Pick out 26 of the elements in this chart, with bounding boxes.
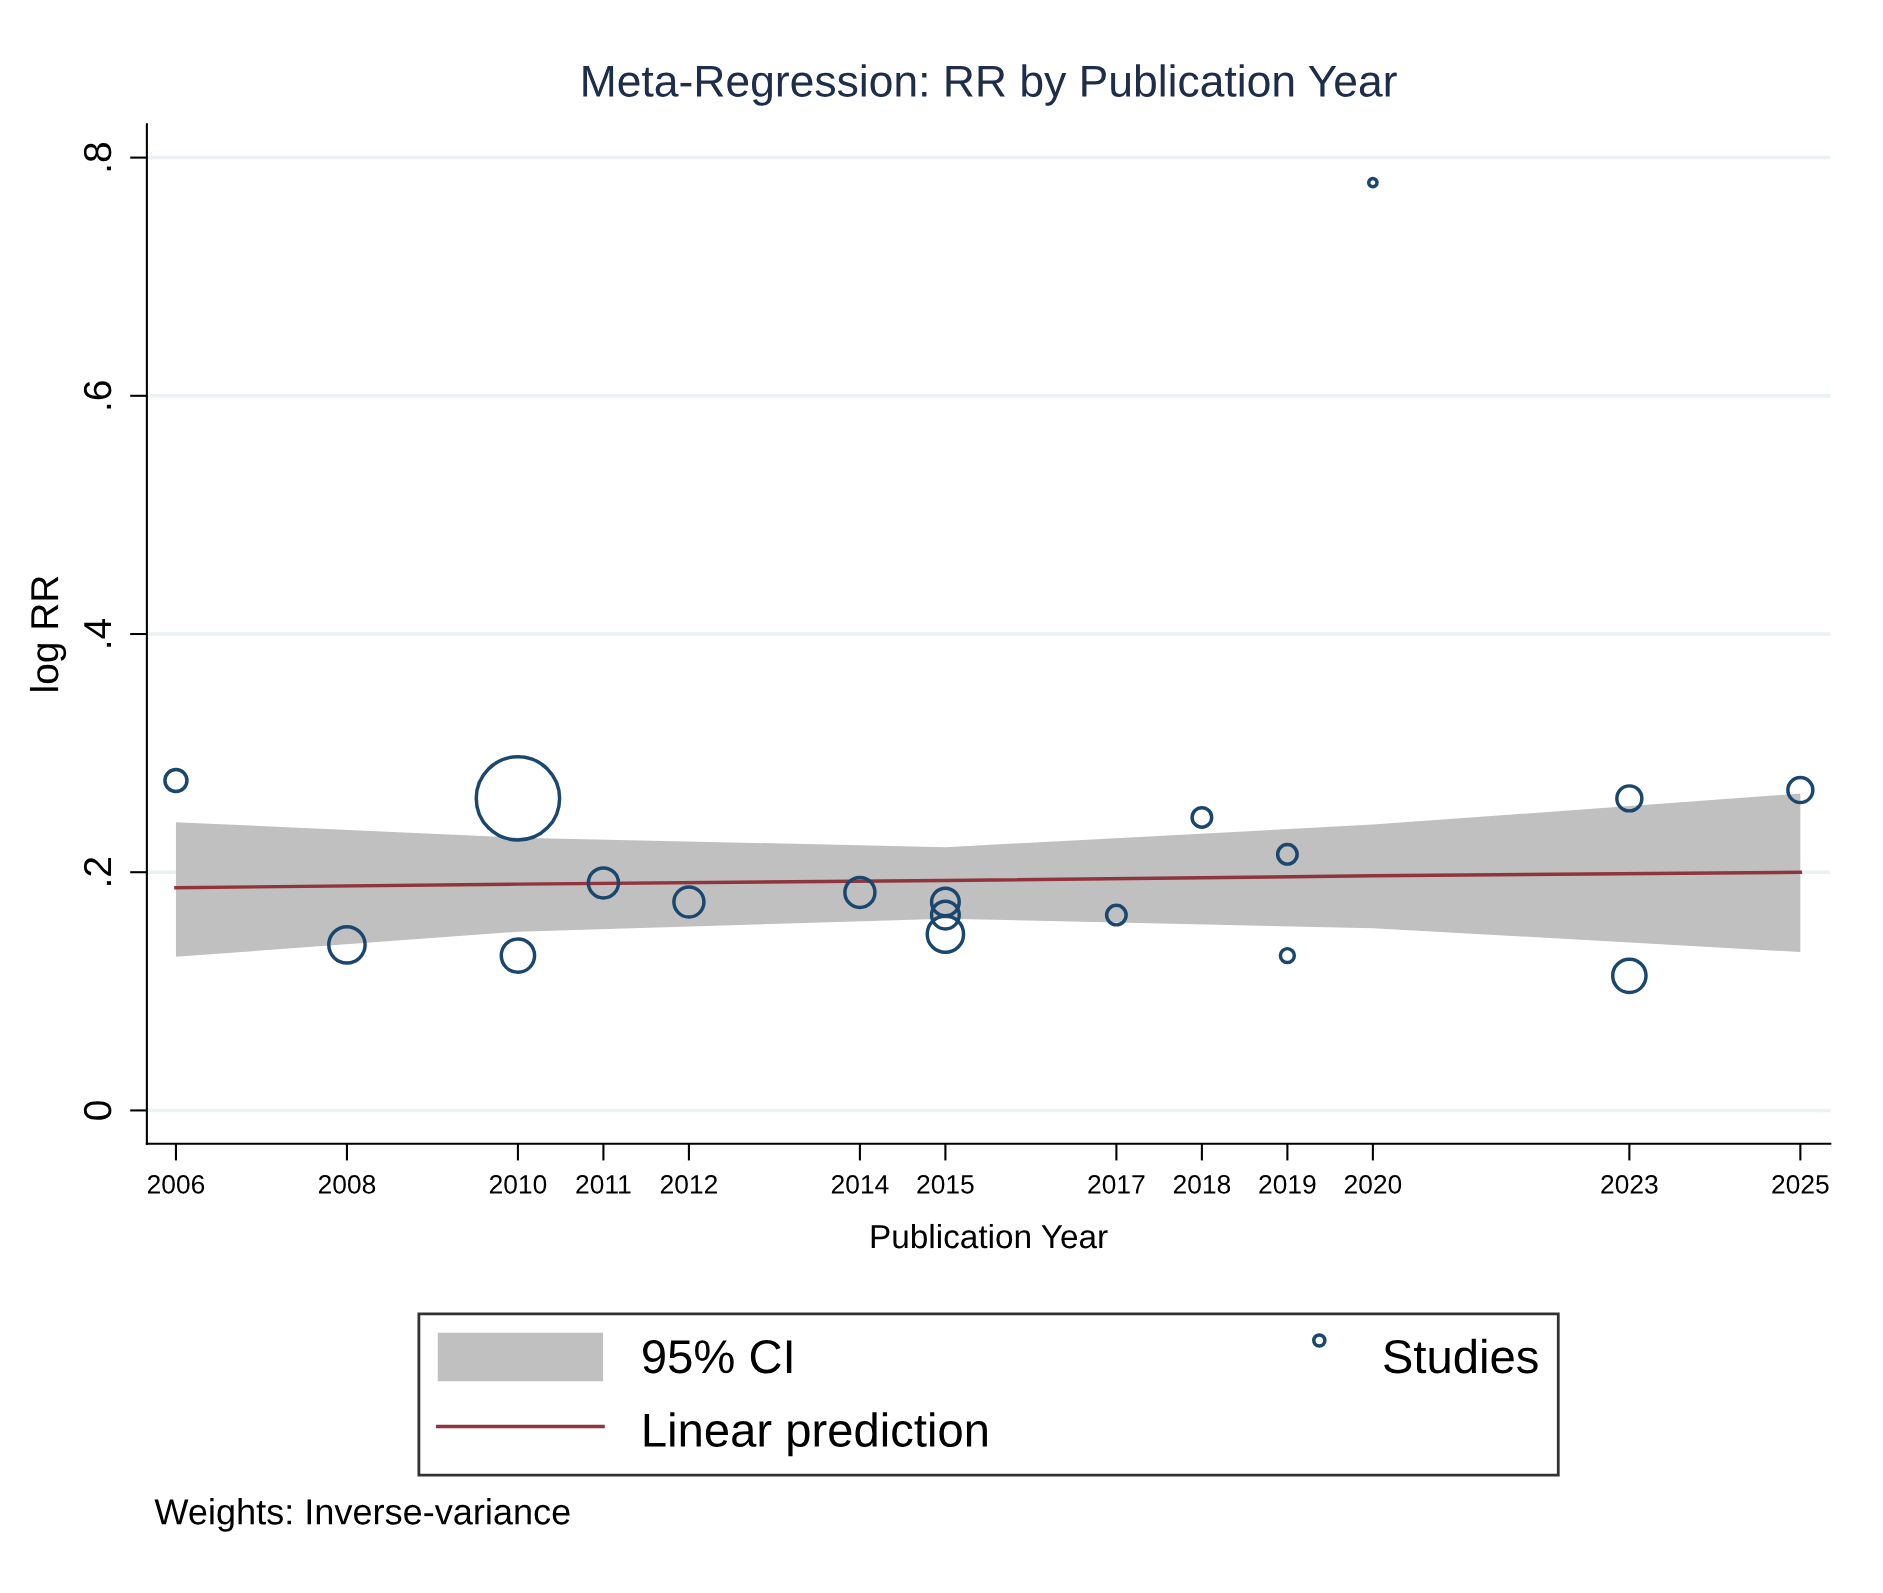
y-axis-title: log RR bbox=[29, 576, 67, 691]
y-tick-label: .6 bbox=[83, 381, 112, 409]
x-tick-label: 2012 bbox=[660, 1175, 717, 1194]
x-tick-label: 2011 bbox=[576, 1175, 631, 1194]
line-series bbox=[174, 870, 1803, 890]
x-tick-label: 2017 bbox=[1088, 1175, 1145, 1194]
x-tick-label: 2010 bbox=[489, 1175, 547, 1194]
x-tick-label: 2018 bbox=[1173, 1175, 1231, 1194]
text: Weights: Inverse-variance bbox=[154, 1498, 570, 1532]
y-tick-label: .2 bbox=[83, 857, 112, 885]
x-axis-title: Publication Year bbox=[871, 1223, 1108, 1249]
y-tick-label: 0 bbox=[83, 1101, 112, 1120]
x-tick-label: 2020 bbox=[1344, 1175, 1402, 1194]
legend-label: Studies bbox=[1384, 1338, 1538, 1374]
legend-label: Linear prediction bbox=[644, 1412, 987, 1457]
y-tick-label: .4 bbox=[84, 618, 112, 647]
text: 95% CI bbox=[643, 1339, 792, 1374]
x-tick-label: 2008 bbox=[318, 1175, 376, 1194]
x-tick-label: 2025 bbox=[1772, 1175, 1829, 1194]
x-tick-label: 2014 bbox=[831, 1175, 889, 1194]
x-tick-label: 2006 bbox=[147, 1175, 205, 1194]
x-tick-label: 2019 bbox=[1259, 1175, 1316, 1194]
x-tick-label: 2023 bbox=[1601, 1175, 1658, 1194]
y-tick-label: .8 bbox=[83, 143, 112, 171]
chart-title: Meta-Regression: RR by Publication Year bbox=[583, 64, 1397, 106]
x-tick-label: 2015 bbox=[917, 1175, 974, 1194]
